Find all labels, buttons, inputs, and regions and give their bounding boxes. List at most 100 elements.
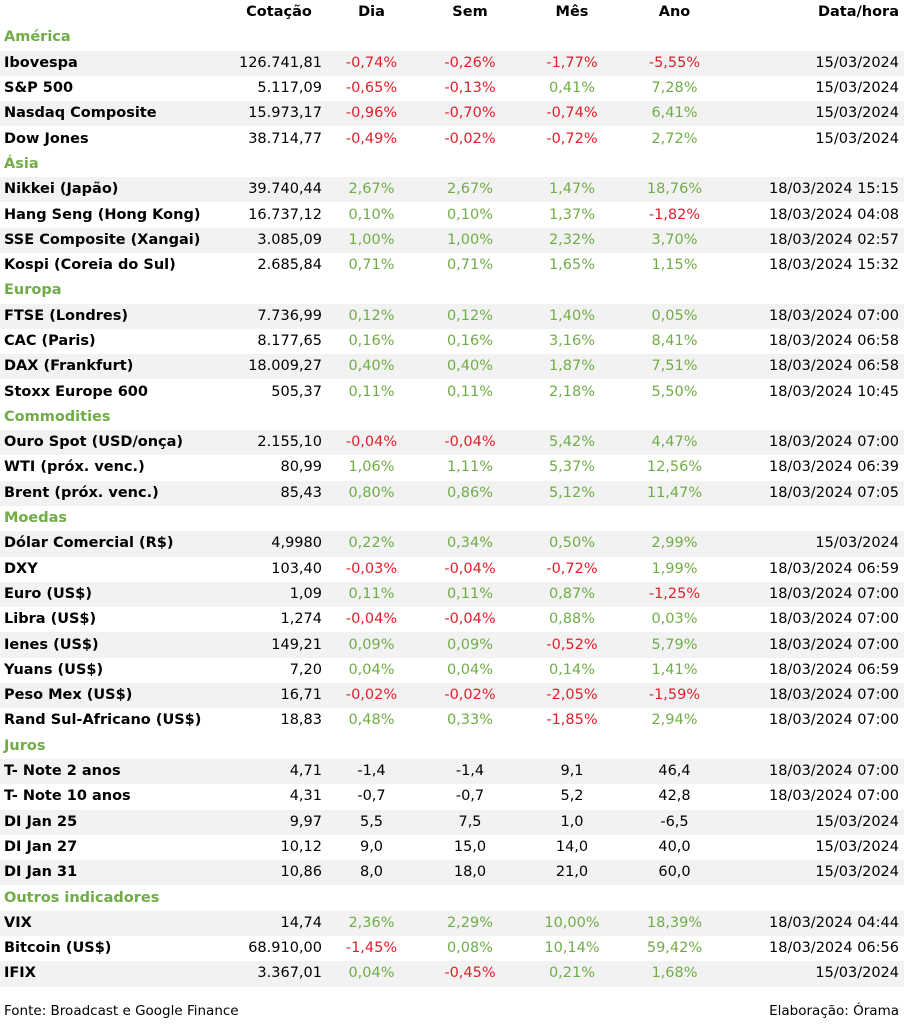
data-hora-cell: 15/03/2024 xyxy=(726,50,904,76)
table-row: IFIX 3.367,01 0,04% -0,45% 0,21% 1,68% 15/03/2… xyxy=(0,961,904,987)
mes-cell: 1,37% xyxy=(548,206,596,223)
section-header-row: Europa xyxy=(0,278,904,303)
mes-cell: 0,21% xyxy=(521,961,623,987)
ano-cell: -5,55% xyxy=(623,50,726,76)
cotacao-cell: 10,12 xyxy=(280,838,322,855)
sem-cell: 0,04% xyxy=(446,661,494,678)
mes-cell: 10,14% xyxy=(544,940,600,957)
section-title: Europa xyxy=(4,282,62,299)
ano-cell: 7,51% xyxy=(623,354,726,380)
table-row: DI Jan 31 10,86 8,0 18,0 21,0 60,0 15/03/2024 xyxy=(0,860,904,886)
sem-cell: 0,71% xyxy=(446,257,494,274)
table-row: Dow Jones 38.714,77 -0,49% -0,02% -0,72% 2,72… xyxy=(0,126,904,151)
dia-cell: 0,22% xyxy=(324,531,419,557)
section-title: Ásia xyxy=(4,155,39,172)
mes-cell: 1,87% xyxy=(521,354,623,380)
row-name: DXY xyxy=(4,560,38,577)
data-hora-cell: 18/03/2024 15:32 xyxy=(769,257,899,274)
mes-cell: -2,05% xyxy=(521,683,623,709)
row-name: VIX xyxy=(0,910,234,936)
dia-cell: -1,4 xyxy=(324,758,419,785)
cotacao-cell: 5.117,09 xyxy=(257,80,322,97)
sem-cell: -0,70% xyxy=(419,101,521,127)
ano-cell: 46,4 xyxy=(623,758,726,785)
cotacao-cell: 2.685,84 xyxy=(257,257,322,274)
table-body: América Ibovespa 126.741,81 -0,74% -0,26% -1,… xyxy=(0,25,904,987)
dia-cell: 0,80% xyxy=(324,480,419,506)
sem-cell: -0,04% xyxy=(444,611,496,628)
section-title: Outros indicadores xyxy=(4,889,160,906)
section-header-row: América xyxy=(0,25,904,50)
row-name: Ouro Spot (USD/onça) xyxy=(0,430,234,456)
cotacao-cell: 7,20 xyxy=(289,661,322,678)
data-hora-cell: 18/03/2024 07:00 xyxy=(769,611,899,628)
header-mes: Mês xyxy=(555,4,589,21)
row-name: DAX (Frankfurt) xyxy=(0,354,234,380)
row-name: Nikkei (Japão) xyxy=(0,177,234,203)
mes-cell: 3,16% xyxy=(548,333,596,349)
ano-cell: 42,8 xyxy=(658,788,691,805)
market-table: Cotação Dia Sem Mês Ano Data/hora Améric… xyxy=(0,4,904,987)
cotacao-cell: 149,21 xyxy=(234,632,324,658)
ano-cell: 2,99% xyxy=(623,531,726,557)
ano-cell: 59,42% xyxy=(646,940,703,957)
data-hora-cell: 18/03/2024 06:59 xyxy=(769,560,899,577)
ano-cell: 1,15% xyxy=(651,257,698,274)
dia-cell: -0,04% xyxy=(324,430,419,456)
dia-cell: -0,03% xyxy=(345,560,398,577)
data-hora-cell: 18/03/2024 06:58 xyxy=(726,354,904,380)
ano-cell: -1,82% xyxy=(648,206,701,223)
sem-cell: -0,7 xyxy=(455,788,485,805)
cotacao-cell: 2.155,10 xyxy=(234,430,324,456)
ano-cell: 7,28% xyxy=(651,80,698,97)
dia-cell: 2,67% xyxy=(324,177,419,203)
cotacao-cell: 8.177,65 xyxy=(257,333,322,349)
table-row: Yuans (US$) 7,20 0,04% 0,04% 0,14% 1,41% 18/03… xyxy=(0,658,904,683)
section-header-row: Juros xyxy=(0,734,904,759)
dia-cell: -1,45% xyxy=(345,940,398,957)
data-hora-cell: 15/03/2024 xyxy=(726,101,904,127)
dia-cell: 0,40% xyxy=(324,354,419,380)
ano-cell: 2,72% xyxy=(651,130,698,147)
dia-cell: -0,65% xyxy=(345,80,398,97)
row-name: DI Jan 27 xyxy=(4,838,78,855)
row-name: Brent (próx. venc.) xyxy=(0,480,234,506)
data-hora-cell: 15/03/2024 xyxy=(815,130,899,147)
mes-cell: 10,00% xyxy=(521,910,623,936)
dia-cell: 0,11% xyxy=(324,581,419,608)
row-name: Peso Mex (US$) xyxy=(0,683,234,709)
data-hora-cell: 15/03/2024 xyxy=(815,80,899,97)
section-header-row: Commodities xyxy=(0,405,904,430)
mes-cell: 1,47% xyxy=(521,177,623,203)
cotacao-cell: 126.741,81 xyxy=(234,50,324,76)
mes-cell: 0,87% xyxy=(521,581,623,608)
table-row: Nasdaq Composite 15.973,17 -0,96% -0,70% -0,… xyxy=(0,101,904,127)
mes-cell: -1,85% xyxy=(546,712,598,729)
ano-cell: 18,39% xyxy=(623,910,726,936)
cotacao-cell: 80,99 xyxy=(280,459,322,476)
cotacao-cell: 68.910,00 xyxy=(248,940,322,957)
dia-cell: 8,0 xyxy=(324,860,419,886)
sem-cell: 0,11% xyxy=(446,383,494,400)
cotacao-cell: 3.367,01 xyxy=(234,961,324,987)
sem-cell: 0,12% xyxy=(419,303,521,329)
cotacao-cell: 39.740,44 xyxy=(234,177,324,203)
row-name: Hang Seng (Hong Kong) xyxy=(4,206,201,223)
dia-cell: 2,36% xyxy=(324,910,419,936)
sem-cell: 0,16% xyxy=(446,333,494,349)
cotacao-cell: 18.009,27 xyxy=(234,354,324,380)
sem-cell: -0,02% xyxy=(444,130,496,147)
row-name: Euro (US$) xyxy=(0,581,234,608)
sem-cell: -0,45% xyxy=(419,961,521,987)
table-row: T- Note 2 anos 4,71 -1,4 -1,4 9,1 46,4 18/03/2… xyxy=(0,758,904,785)
table-row: S&P 500 5.117,09 -0,65% -0,13% 0,41% 7,28% 15/… xyxy=(0,76,904,101)
dia-cell: 9,0 xyxy=(359,838,384,855)
ano-cell: 5,50% xyxy=(651,383,698,400)
data-hora-cell: 15/03/2024 xyxy=(815,838,899,855)
cotacao-cell: 16,71 xyxy=(234,683,324,709)
cotacao-cell: 15.973,17 xyxy=(234,101,324,127)
ano-cell: 0,03% xyxy=(651,611,698,628)
data-hora-cell: 15/03/2024 xyxy=(726,531,904,557)
dia-cell: 0,10% xyxy=(348,206,395,223)
data-hora-cell: 18/03/2024 07:00 xyxy=(726,303,904,329)
